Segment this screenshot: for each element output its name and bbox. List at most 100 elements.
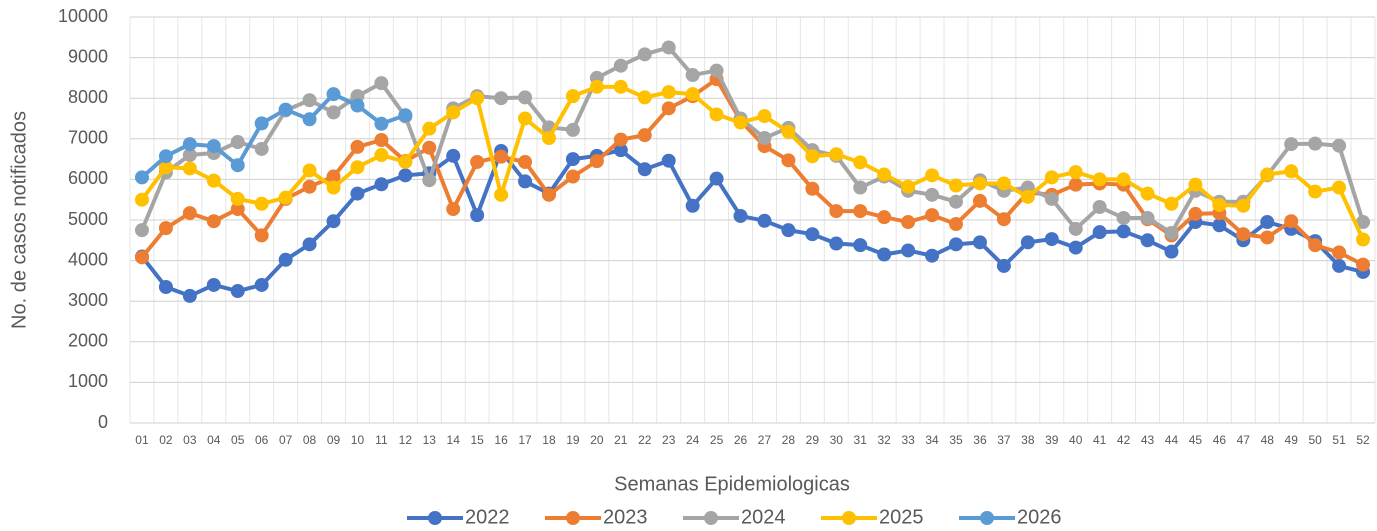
data-point: [1116, 210, 1131, 225]
y-tick-label: 4000: [68, 249, 108, 269]
data-point: [350, 186, 365, 201]
legend-marker: [842, 511, 856, 525]
x-tick-label: 38: [1021, 433, 1035, 447]
data-point: [1332, 180, 1347, 195]
legend-marker: [566, 511, 580, 525]
data-point: [829, 236, 844, 251]
data-point: [733, 115, 748, 130]
x-tick-label: 34: [925, 433, 939, 447]
data-point: [326, 105, 341, 120]
legend-label: 2025: [879, 506, 924, 528]
x-tick-label: 20: [590, 433, 604, 447]
data-point: [446, 202, 461, 217]
x-tick-label: 26: [734, 433, 748, 447]
x-tick-label: 30: [830, 433, 844, 447]
data-point: [398, 108, 413, 123]
data-point: [302, 112, 317, 127]
x-tick-label: 07: [279, 433, 293, 447]
data-point: [374, 148, 389, 163]
legend-marker: [704, 511, 718, 525]
x-tick-label: 03: [183, 433, 197, 447]
data-point: [302, 237, 317, 252]
data-point: [1284, 164, 1299, 179]
y-tick-label: 9000: [68, 46, 108, 66]
data-point: [302, 93, 317, 108]
data-point: [254, 116, 269, 131]
data-point: [565, 122, 580, 137]
data-point: [661, 101, 676, 116]
data-point: [1116, 172, 1131, 187]
y-tick-label: 7000: [68, 128, 108, 148]
x-tick-label: 28: [782, 433, 796, 447]
data-point: [637, 47, 652, 62]
data-point: [757, 213, 772, 228]
data-point: [1044, 170, 1059, 185]
x-tick-label: 27: [758, 433, 772, 447]
data-point: [589, 154, 604, 169]
data-point: [470, 154, 485, 169]
data-point: [1140, 233, 1155, 248]
data-point: [1284, 137, 1299, 152]
data-point: [1092, 172, 1107, 187]
data-point: [182, 206, 197, 221]
data-point: [1044, 191, 1059, 206]
data-point: [278, 252, 293, 267]
data-point: [374, 116, 389, 131]
data-point: [350, 160, 365, 175]
x-tick-label: 41: [1093, 433, 1107, 447]
data-point: [182, 288, 197, 303]
data-point: [613, 79, 628, 94]
data-point: [853, 238, 868, 253]
data-point: [134, 170, 149, 185]
data-point: [1284, 214, 1299, 229]
data-point: [494, 91, 509, 106]
series-line: [140, 148, 1364, 298]
data-point: [326, 214, 341, 229]
data-point: [1356, 257, 1371, 272]
data-point: [709, 171, 724, 186]
data-point: [565, 169, 580, 184]
data-point: [972, 235, 987, 250]
x-tick-label: 12: [399, 433, 413, 447]
data-point: [757, 130, 772, 145]
data-point: [972, 176, 987, 191]
data-point: [518, 111, 533, 126]
data-point: [757, 109, 772, 124]
data-point: [925, 168, 940, 183]
data-point: [805, 149, 820, 164]
data-point: [949, 237, 964, 252]
data-point: [1140, 186, 1155, 201]
data-point: [1068, 240, 1083, 255]
data-point: [541, 187, 556, 202]
data-point: [925, 248, 940, 263]
x-tick-label: 21: [614, 433, 628, 447]
data-point: [853, 204, 868, 219]
data-point: [661, 85, 676, 100]
data-point: [446, 105, 461, 120]
data-point: [709, 63, 724, 78]
data-point: [494, 187, 509, 202]
data-point: [302, 179, 317, 194]
data-point: [613, 58, 628, 73]
data-point: [134, 223, 149, 238]
x-tick-label: 46: [1213, 433, 1227, 447]
data-point: [1356, 215, 1371, 230]
y-tick-label: 6000: [68, 168, 108, 188]
legend-marker: [980, 511, 994, 525]
data-point: [230, 158, 245, 173]
data-point: [541, 130, 556, 145]
x-tick-label: 49: [1285, 433, 1299, 447]
data-point: [1260, 215, 1275, 230]
data-point: [326, 180, 341, 195]
x-tick-label: 42: [1117, 433, 1131, 447]
data-point: [230, 202, 245, 217]
data-point: [518, 154, 533, 169]
data-point: [494, 149, 509, 164]
data-point: [901, 215, 916, 230]
data-point: [302, 163, 317, 178]
data-point: [637, 162, 652, 177]
data-point: [1044, 232, 1059, 247]
data-point: [1020, 189, 1035, 204]
x-tick-label: 50: [1308, 433, 1322, 447]
